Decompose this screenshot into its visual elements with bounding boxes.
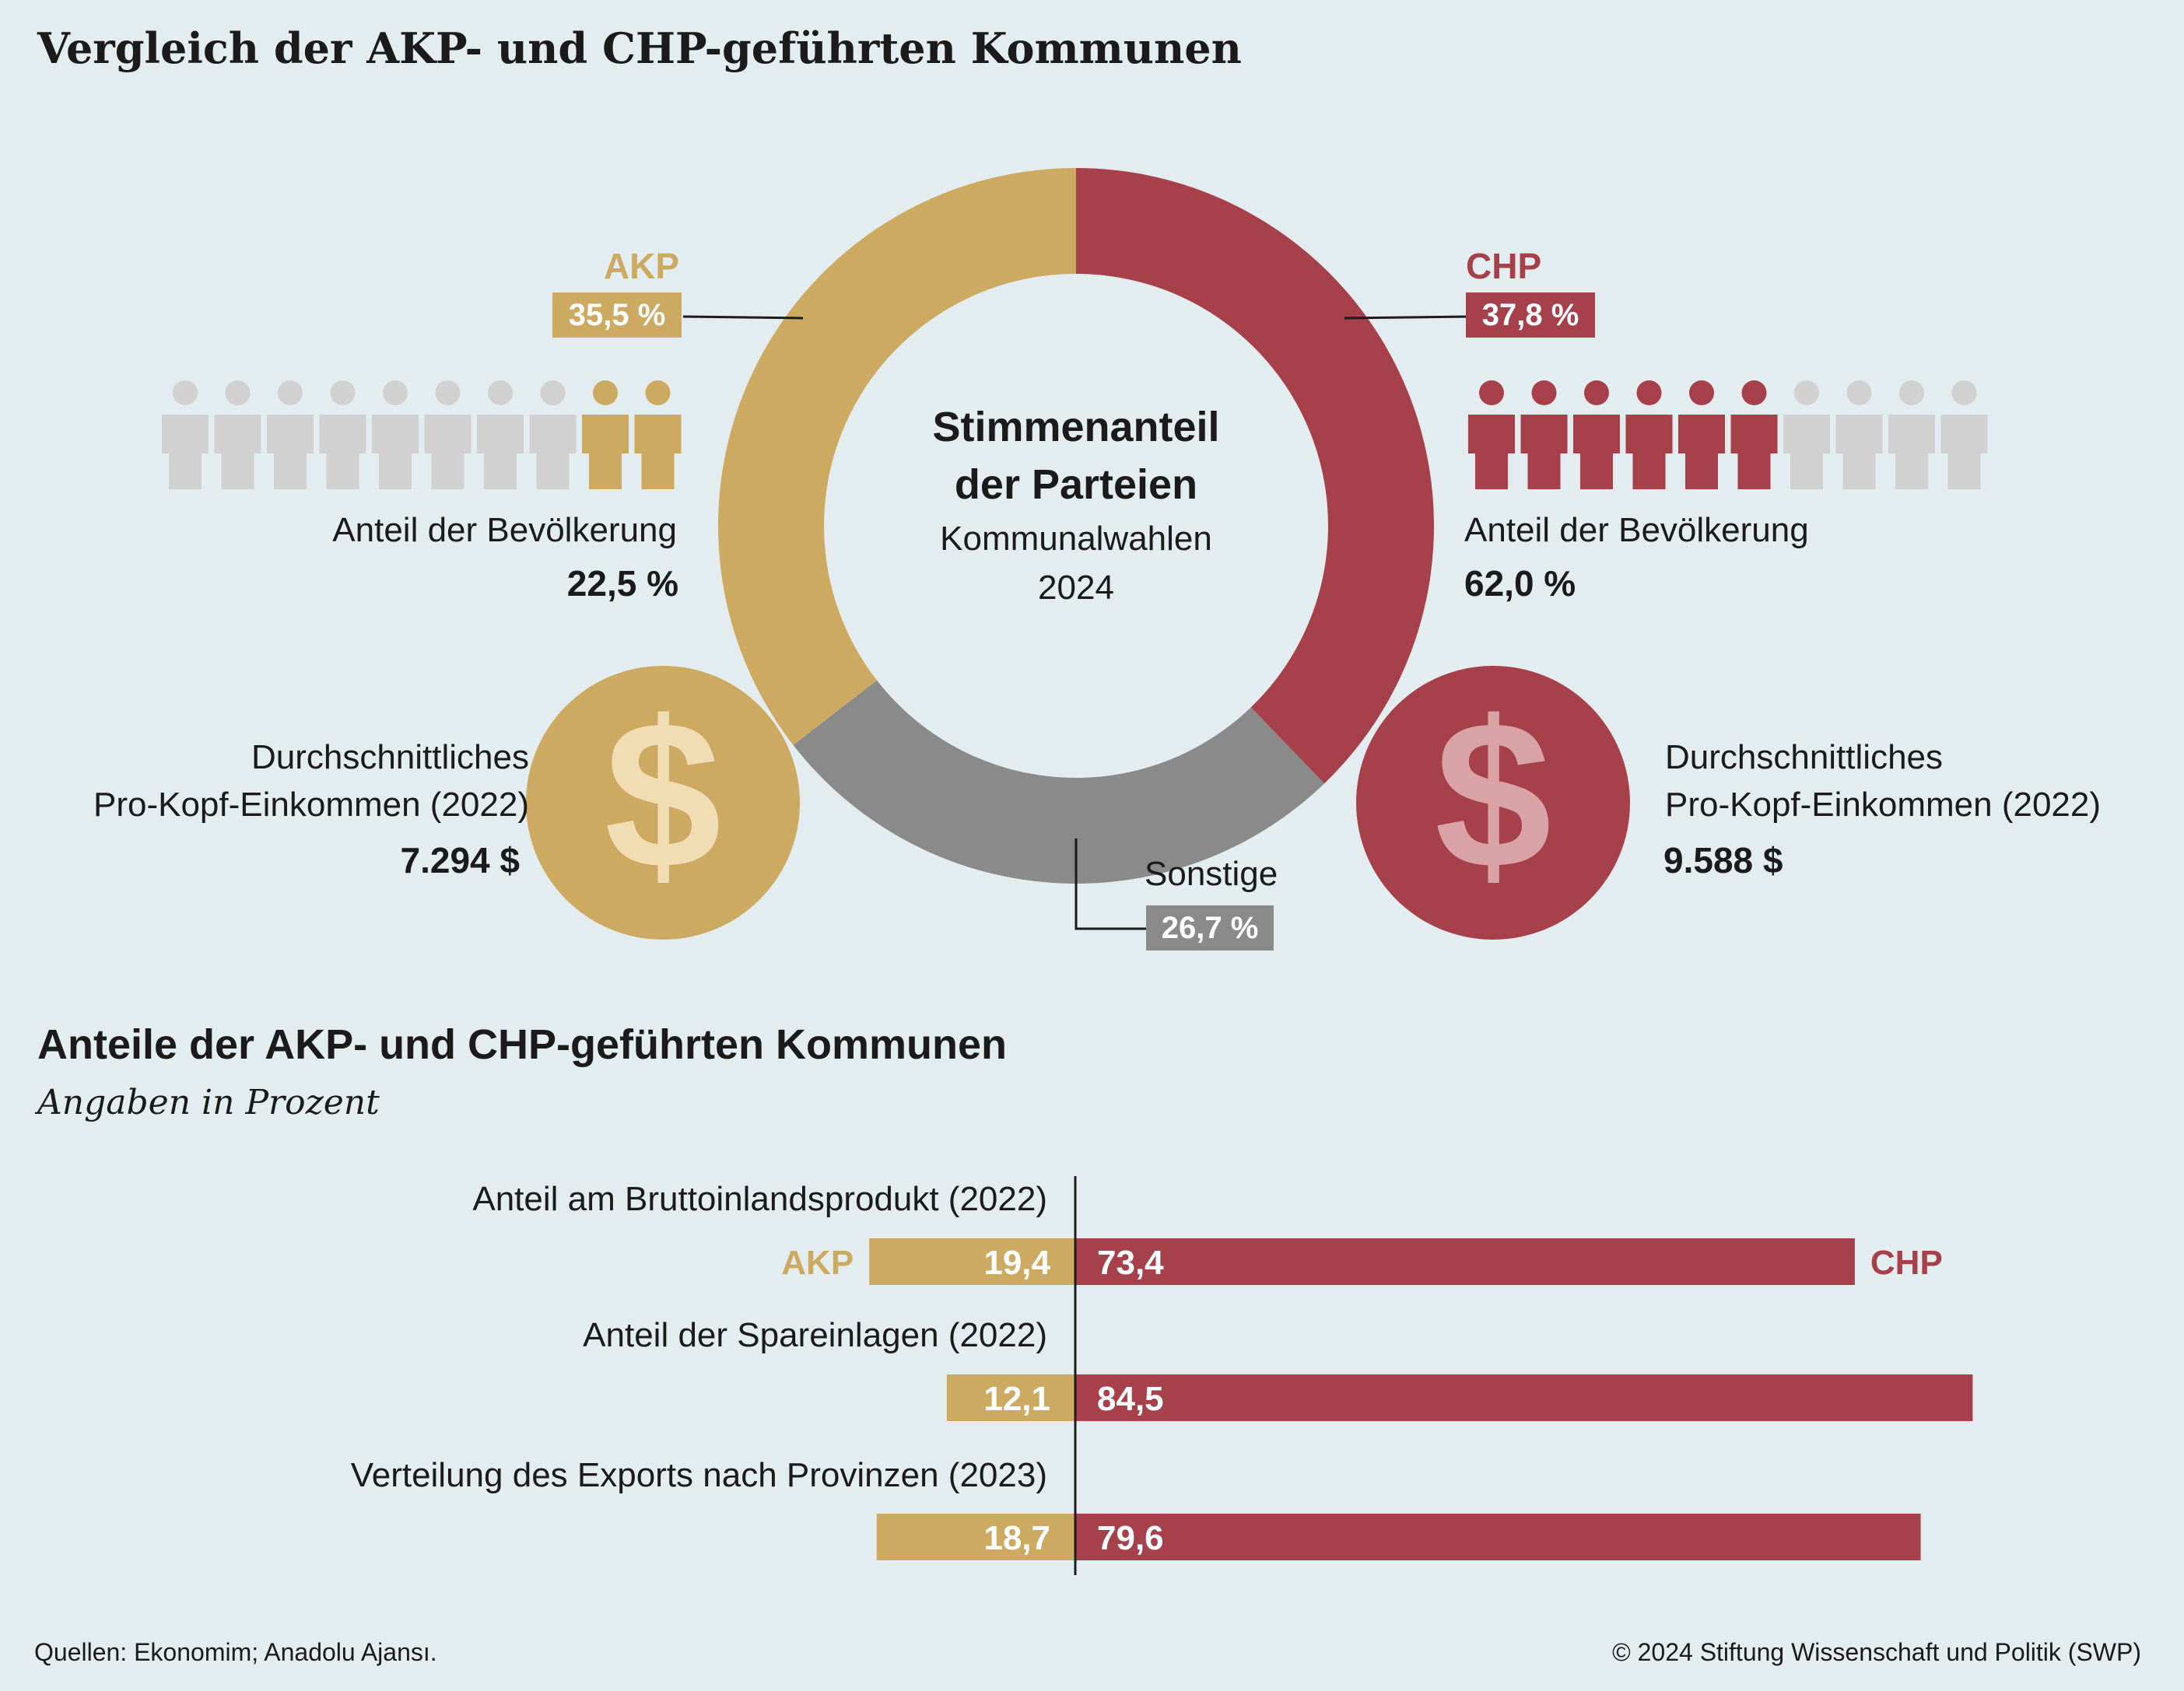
akp-person-icon (267, 380, 314, 489)
chp-bar-value-label: 79,6 (1097, 1519, 1164, 1557)
donut-center-label: Stimmenanteil der Parteien Kommunalwahle… (838, 398, 1314, 611)
svg-text:$: $ (605, 678, 721, 912)
akp-series-label: AKP (781, 1244, 854, 1282)
akp-bar (869, 1238, 1075, 1285)
municipal-share-bar-chart: Anteil am Bruttoinlandsprodukt (2022) 19,… (351, 1176, 1973, 1575)
other-party-label: Sonstige (1145, 855, 1278, 893)
akp-donut-slice (717, 168, 1076, 745)
akp-party-label: AKP (603, 246, 679, 286)
chp-person-icon (1678, 380, 1725, 489)
akp-person-icon (214, 380, 261, 489)
akp-population-value: 22,5 % (566, 563, 678, 604)
other-vote-badge: 26,7 % (1146, 905, 1274, 951)
akp-person-icon (372, 380, 419, 489)
akp-person-icon (162, 380, 209, 489)
donut-sub-line1: Kommunalwahlen (940, 520, 1212, 558)
chp-party-label: CHP (1466, 246, 1542, 286)
akp-dollar-coin-icon: $ (526, 666, 800, 940)
akp-bar (876, 1514, 1075, 1560)
chp-vote-badge: 37,8 % (1466, 292, 1595, 338)
chp-person-icon (1730, 380, 1778, 489)
copyright-note: © 2024 Stiftung Wissenschaft und Politik… (1612, 1638, 2141, 1666)
akp-income-value: 7.294 $ (400, 840, 520, 881)
akp-income-label-line2: Pro-Kopf-Einkommen (2022) (93, 786, 529, 824)
vote-share-donut-chart: $ $ (162, 168, 1988, 940)
donut-slices (717, 168, 1435, 884)
donut-title-line1: Stimmenanteil (932, 404, 1220, 450)
akp-person-icon (319, 380, 366, 489)
chp-person-icon (1573, 380, 1620, 489)
source-note: Quellen: Ekonomim; Anadolu Ajansı. (34, 1638, 437, 1666)
chp-income-label-line2: Pro-Kopf-Einkommen (2022) (1665, 786, 2102, 824)
chp-person-icon (1888, 380, 1935, 489)
akp-person-icon (582, 380, 629, 489)
donut-sub-line2: 2024 (1038, 569, 1114, 607)
chp-leader-line (1344, 315, 1470, 320)
chp-population-value: 62,0 % (1464, 563, 1576, 604)
chp-income-value: 9.588 $ (1663, 840, 1783, 881)
akp-bar-value-label: 12,1 (983, 1380, 1050, 1418)
donut-title-line2: der Parteien (954, 461, 1198, 508)
bar-category-label: Anteil der Spareinlagen (2022) (583, 1316, 1047, 1354)
akp-person-icon (634, 380, 682, 489)
akp-bar-value-label: 18,7 (983, 1519, 1050, 1557)
chp-bar-value-label: 73,4 (1097, 1244, 1164, 1282)
chp-population-people-icons (1468, 380, 1988, 489)
chp-person-icon (1783, 380, 1830, 489)
chp-income-label-line1: Durchschnittliches (1665, 738, 1944, 776)
page-title: Vergleich der AKP- und CHP-geführten Kom… (37, 23, 1242, 73)
bar-category-label: Verteilung des Exports nach Provinzen (2… (351, 1456, 1047, 1494)
bar-section-subtitle: Angaben in Prozent (37, 1083, 380, 1122)
chp-dollar-coin-icon: $ (1356, 666, 1630, 940)
chp-bar-value-label: 84,5 (1097, 1380, 1164, 1418)
chp-bar (1075, 1238, 1855, 1285)
chp-person-icon (1940, 380, 1988, 489)
chp-series-label: CHP (1870, 1244, 1943, 1282)
other-leader-line (1074, 838, 1146, 930)
svg-text:$: $ (1435, 678, 1551, 912)
akp-person-icon (424, 380, 472, 489)
chp-bar (1075, 1514, 1921, 1560)
chp-population-label: Anteil der Bevölkerung (1464, 511, 1809, 549)
akp-bar (946, 1374, 1075, 1421)
bar-category-label: Anteil am Bruttoinlandsprodukt (2022) (472, 1180, 1047, 1218)
akp-leader-line (682, 315, 804, 320)
other-donut-slice (793, 680, 1325, 884)
akp-bar-value-label: 19,4 (983, 1244, 1050, 1282)
bar-section-title: Anteile der AKP- und CHP-geführten Kommu… (37, 1021, 1008, 1068)
chp-person-icon (1835, 380, 1883, 489)
chp-person-icon (1625, 380, 1673, 489)
akp-income-label-line1: Durchschnittliches (251, 738, 529, 776)
chp-donut-slice (1076, 168, 1435, 784)
chp-bar (1075, 1374, 1973, 1421)
chp-person-icon (1520, 380, 1568, 489)
akp-person-icon (529, 380, 577, 489)
akp-person-icon (477, 380, 524, 489)
akp-vote-badge: 35,5 % (552, 292, 682, 338)
akp-population-label: Anteil der Bevölkerung (332, 511, 677, 549)
chp-person-icon (1468, 380, 1515, 489)
akp-population-people-icons (162, 380, 682, 489)
